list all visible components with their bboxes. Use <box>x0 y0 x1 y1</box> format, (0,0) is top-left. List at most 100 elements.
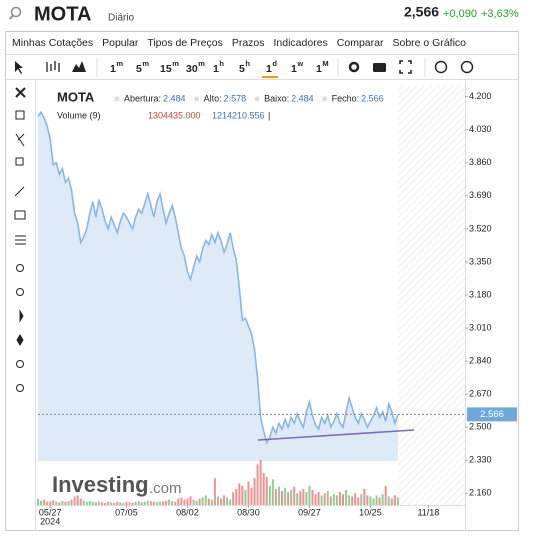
volume-bar <box>180 497 183 505</box>
tool-icon[interactable] <box>15 110 25 120</box>
interval-unit[interactable]: m <box>198 59 205 68</box>
volume-bar <box>229 499 232 505</box>
x-tick-label: 11/18 <box>417 507 439 517</box>
menu-item[interactable]: Comparar <box>337 37 384 49</box>
volume-bar <box>384 485 387 505</box>
y-tick-label: 2.330 <box>469 455 492 465</box>
tool-icon[interactable] <box>15 133 25 147</box>
interval-num[interactable]: 1 <box>213 63 219 75</box>
volume-bar <box>302 488 305 505</box>
volume-bar <box>76 495 79 505</box>
volume-bar <box>363 488 366 505</box>
upload-icon[interactable] <box>460 60 474 74</box>
volume-bar <box>88 501 91 505</box>
settings-icon[interactable] <box>348 61 360 73</box>
volume-bar <box>73 496 76 505</box>
interval-unit[interactable]: m <box>142 59 149 68</box>
intervals: 1 m 5 m 15 m 30 m 1 h 5 h 1 d 1 w 1 M <box>110 59 329 78</box>
volume-bar <box>201 497 204 505</box>
symbol: MOTA <box>34 3 91 25</box>
interval-num[interactable]: 1 <box>266 63 272 75</box>
tool-icon[interactable] <box>19 309 24 323</box>
volume-sep: | <box>268 110 270 120</box>
interval-unit[interactable]: d <box>272 59 277 68</box>
volume-bar <box>393 495 396 505</box>
volume-bar <box>91 501 94 505</box>
cursor-icon[interactable] <box>15 61 23 74</box>
y-tick-label: 3.520 <box>469 223 492 233</box>
volume-bar <box>326 491 329 505</box>
menu-item[interactable]: Popular <box>102 37 139 49</box>
tool-icon[interactable] <box>15 157 24 166</box>
volume-bar <box>46 501 49 505</box>
interval-num[interactable]: 15 <box>160 63 172 75</box>
tool-icon[interactable] <box>14 186 25 197</box>
legend-eye <box>114 96 120 102</box>
active-underline <box>262 76 278 78</box>
volume-bar <box>61 500 64 505</box>
tool-icon[interactable] <box>15 87 26 98</box>
future-hatch <box>397 85 465 505</box>
fullscreen-icon[interactable] <box>399 60 412 74</box>
download-icon[interactable] <box>434 60 448 74</box>
y-tick-label: 3.860 <box>469 157 492 167</box>
menu-item[interactable]: Tipos de Preços <box>147 37 222 49</box>
volume-bar <box>116 501 119 505</box>
tool-icon[interactable] <box>16 360 24 368</box>
volume-bar <box>338 492 341 505</box>
camera-icon[interactable] <box>373 63 386 72</box>
interval-unit[interactable]: m <box>116 59 123 68</box>
volume-bar <box>290 490 293 505</box>
volume-bar <box>317 492 320 505</box>
x-tick-label: 08/02 <box>176 507 199 517</box>
volume-bar <box>262 472 265 505</box>
tool-icon[interactable] <box>15 235 26 245</box>
volume-bar <box>226 497 229 505</box>
menu-item[interactable]: Minhas Cotações <box>12 37 93 49</box>
menu: Minhas Cotações Popular Tipos de Preços Pra… <box>12 37 466 49</box>
volume-bar <box>396 497 399 505</box>
volume-bar <box>274 488 277 505</box>
interval-num[interactable]: 30 <box>186 63 198 75</box>
legend-value: 2.484 <box>163 93 186 103</box>
menu-item[interactable]: Indicadores <box>274 37 328 49</box>
logo: Investing <box>52 472 149 497</box>
volume-bar <box>241 485 244 505</box>
interval-unit[interactable]: h <box>219 59 224 68</box>
price-line <box>37 110 399 446</box>
tool-icon[interactable] <box>16 264 24 272</box>
interval-unit[interactable]: M <box>322 59 328 68</box>
interval-num[interactable]: 1 <box>291 63 297 75</box>
interval-num[interactable]: 1 <box>316 63 322 75</box>
tool-icon[interactable] <box>14 210 26 220</box>
y-tick-label: 2.840 <box>469 355 492 365</box>
bars-icon[interactable] <box>46 61 60 72</box>
volume-bar <box>198 498 201 505</box>
volume-bar <box>247 481 250 505</box>
volume-bar <box>378 497 381 505</box>
x-tick-label: 09/27 <box>298 507 321 517</box>
menu-item[interactable]: Prazos <box>232 37 265 49</box>
legend-label: Fecho: <box>332 93 360 103</box>
area-icon[interactable] <box>72 61 86 72</box>
volume-bar <box>40 500 43 505</box>
menu-item[interactable]: Sobre o Gráfico <box>392 37 466 49</box>
interval-unit[interactable]: w <box>296 59 303 68</box>
tool-icon[interactable] <box>16 288 24 296</box>
volume-bar <box>311 490 314 505</box>
interval-unit[interactable]: h <box>245 59 250 68</box>
toolbar-icons <box>15 60 474 74</box>
volume-bar <box>43 499 46 505</box>
volume-bar <box>58 502 61 505</box>
interval-num[interactable]: 1 <box>110 63 116 75</box>
tool-icon[interactable] <box>16 334 24 346</box>
logo-suffix: .com <box>149 480 182 497</box>
interval-unit[interactable]: m <box>172 59 179 68</box>
tool-icon[interactable] <box>16 384 24 392</box>
search-icon[interactable] <box>8 6 22 20</box>
y-tick-label: 2.160 <box>469 488 492 498</box>
interval-num[interactable]: 5 <box>136 63 142 75</box>
interval-num[interactable]: 5 <box>239 63 245 75</box>
volume-bar <box>122 502 125 505</box>
y-tick-label: 3.350 <box>469 256 492 266</box>
